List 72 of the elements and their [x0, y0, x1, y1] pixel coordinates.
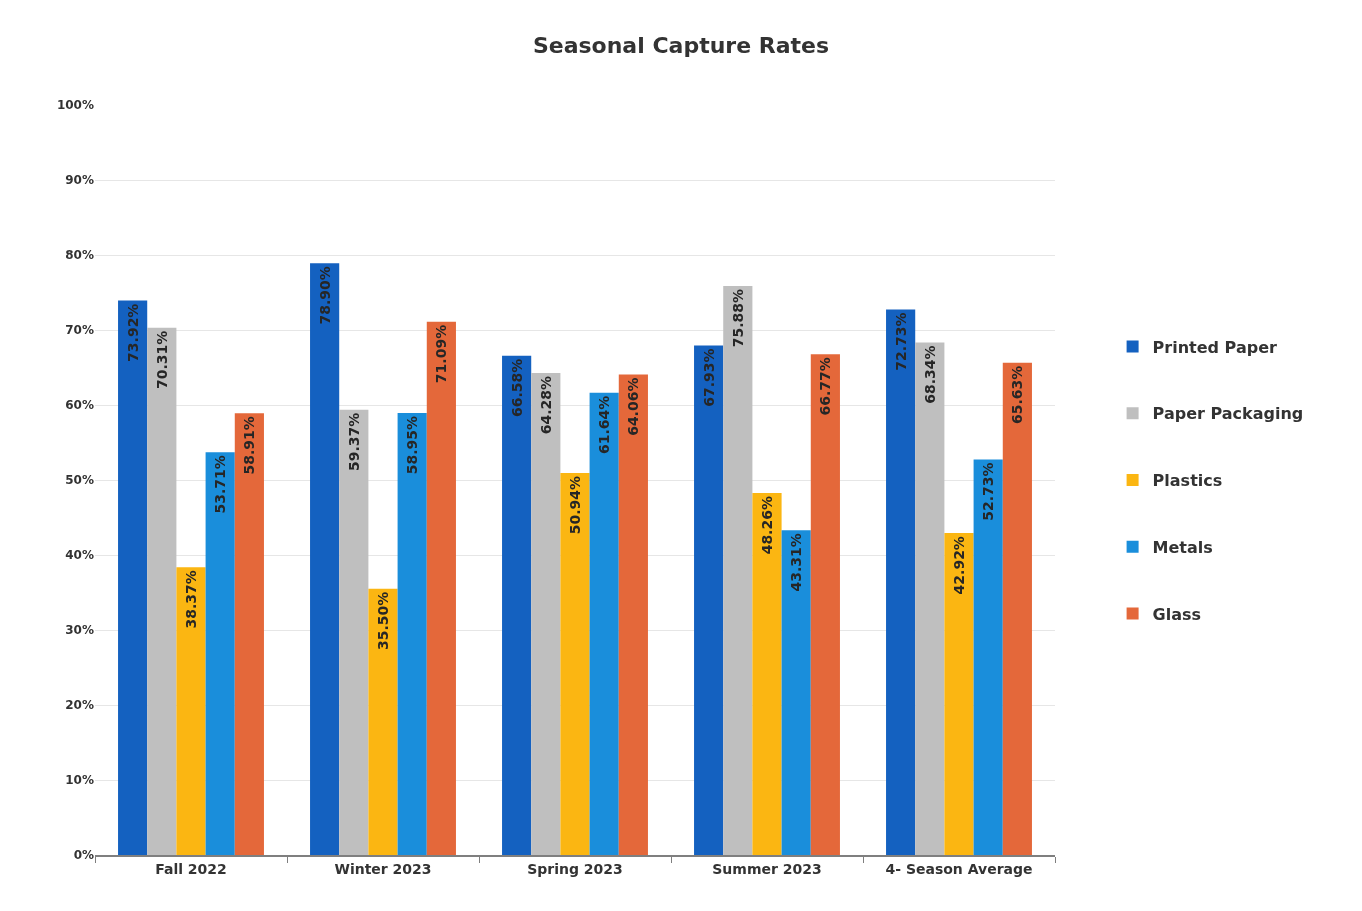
bar: [205, 452, 235, 855]
bar: [234, 413, 264, 855]
data-label: 67.93%: [700, 348, 717, 407]
data-label: 38.37%: [183, 570, 199, 629]
data-label: 64.06%: [625, 377, 642, 436]
legend-label: Glass: [1152, 604, 1202, 624]
data-label: 66.77%: [817, 357, 834, 416]
bar: [118, 300, 148, 855]
y-tick-label: 50%: [65, 473, 94, 488]
y-tick-label: 70%: [65, 323, 94, 338]
legend-label: Plastics: [1152, 471, 1223, 491]
x-tick-label: Spring 2023: [527, 860, 623, 877]
x-tick-label: Fall 2022: [155, 860, 227, 877]
data-label: 61.64%: [596, 395, 613, 455]
legend-label: Paper Packaging: [1152, 404, 1304, 424]
data-label: 50.94%: [567, 475, 583, 535]
y-tick-label: 30%: [65, 623, 94, 638]
data-label: 72.73%: [892, 312, 909, 371]
y-tick-label: 80%: [65, 248, 94, 263]
data-label: 52.73%: [980, 462, 997, 521]
bar: [531, 372, 561, 855]
bar: [426, 321, 456, 855]
x-tick-label: 4- Season Average: [885, 860, 1033, 877]
bar: [915, 342, 945, 855]
bar: [781, 530, 811, 855]
bar: [502, 355, 532, 855]
y-tick-label: 10%: [65, 773, 94, 788]
data-label: 75.88%: [729, 288, 746, 348]
y-tick-label: 20%: [65, 698, 94, 713]
bar: [752, 493, 782, 855]
x-tick-label: Summer 2023: [712, 860, 822, 877]
data-label: 58.91%: [241, 416, 258, 475]
bar: [886, 309, 916, 855]
y-tick-label: 0%: [73, 848, 94, 863]
bar: [560, 472, 590, 855]
bar: [589, 392, 619, 855]
data-label: 65.63%: [1009, 365, 1026, 425]
chart-title: Seasonal Capture Rates: [532, 32, 830, 58]
bar: [973, 459, 1003, 855]
y-tick-label: 100%: [56, 98, 94, 113]
data-label: 68.34%: [921, 345, 938, 404]
bar: [723, 285, 753, 855]
data-label: 59.37%: [345, 412, 362, 472]
data-label: 48.26%: [759, 496, 775, 555]
legend-label: Metals: [1152, 538, 1213, 558]
data-label: 35.50%: [375, 591, 391, 651]
bar: [339, 409, 369, 855]
bar: [694, 345, 724, 855]
bar: [147, 327, 177, 855]
bar: [1002, 362, 1032, 855]
data-label: 43.31%: [788, 533, 805, 592]
data-label: 71.09%: [433, 324, 450, 384]
data-label: 64.28%: [537, 375, 554, 435]
data-label: 73.92%: [124, 303, 141, 362]
data-label: 70.31%: [153, 330, 170, 389]
y-tick-label: 60%: [65, 398, 94, 413]
y-tick-label: 40%: [65, 548, 94, 563]
bar: [397, 412, 427, 855]
legend-label: Printed Paper: [1152, 337, 1278, 357]
x-tick-label: Winter 2023: [334, 860, 432, 877]
bar: [176, 567, 206, 855]
bar: [310, 263, 340, 855]
bar: [944, 533, 974, 855]
data-label: 58.95%: [404, 415, 421, 475]
data-label: 78.90%: [316, 266, 333, 325]
bar: [368, 588, 398, 855]
y-tick-label: 90%: [65, 173, 94, 188]
bar: [810, 354, 840, 855]
data-label: 53.71%: [212, 455, 229, 514]
bar: [618, 374, 648, 855]
data-label: 42.92%: [951, 536, 967, 595]
data-label: 66.58%: [508, 358, 525, 417]
